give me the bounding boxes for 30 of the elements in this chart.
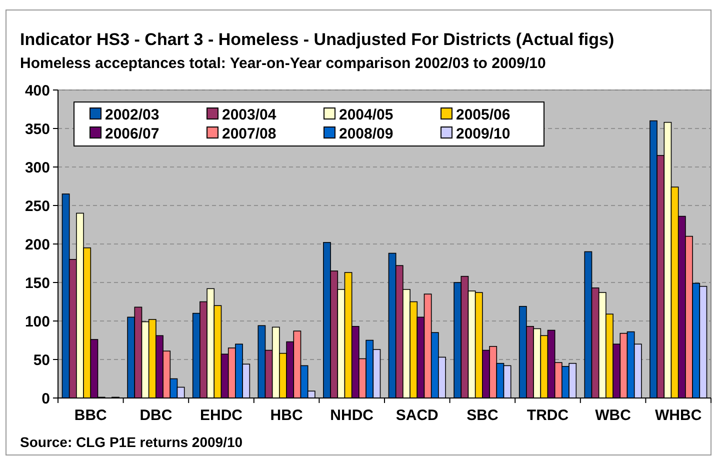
legend-label: 2005/06 bbox=[456, 106, 510, 124]
x-tick-label: BBC bbox=[74, 407, 108, 424]
legend-label: 2002/03 bbox=[105, 106, 160, 124]
legend-label: 2007/08 bbox=[222, 125, 276, 142]
chart-subtitle: Homeless acceptances total: Year-on-Year comparison 2002/03 to 2009/10 bbox=[20, 55, 546, 72]
x-tick-label: SBC bbox=[466, 407, 498, 424]
y-tick-label: 300 bbox=[24, 159, 50, 176]
x-tick-label: WBC bbox=[595, 407, 632, 424]
legend-label: 2003/04 bbox=[222, 106, 277, 124]
y-tick-label: 400 bbox=[24, 82, 50, 100]
y-tick-label: 0 bbox=[42, 390, 50, 408]
y-tick-label: 250 bbox=[24, 198, 50, 215]
x-tick-label: EHDC bbox=[200, 407, 243, 424]
y-tick-label: 50 bbox=[33, 352, 50, 369]
y-tick-label: 350 bbox=[24, 120, 50, 138]
x-tick-label: NHDC bbox=[330, 407, 374, 424]
legend-label: 2004/05 bbox=[339, 106, 394, 124]
y-tick-label: 150 bbox=[24, 274, 50, 292]
x-tick-label: HBC bbox=[270, 407, 303, 424]
x-tick-label: WHBC bbox=[655, 407, 702, 424]
chart-title: Indicator HS3 - Chart 3 - Homeless - Unadjusted For Districts (Actual figs) bbox=[20, 30, 614, 49]
x-tick-label: TRDC bbox=[526, 407, 569, 424]
y-tick-label: 100 bbox=[24, 313, 50, 330]
y-tick-label: 200 bbox=[24, 236, 50, 254]
x-tick-label: DBC bbox=[140, 407, 172, 424]
legend-label: 2009/10 bbox=[456, 125, 510, 142]
x-tick-label: SACD bbox=[396, 407, 439, 424]
source-note: Source: CLG P1E returns 2009/10 bbox=[20, 434, 243, 450]
legend-label: 2006/07 bbox=[105, 125, 160, 142]
legend-label: 2008/09 bbox=[339, 125, 394, 142]
